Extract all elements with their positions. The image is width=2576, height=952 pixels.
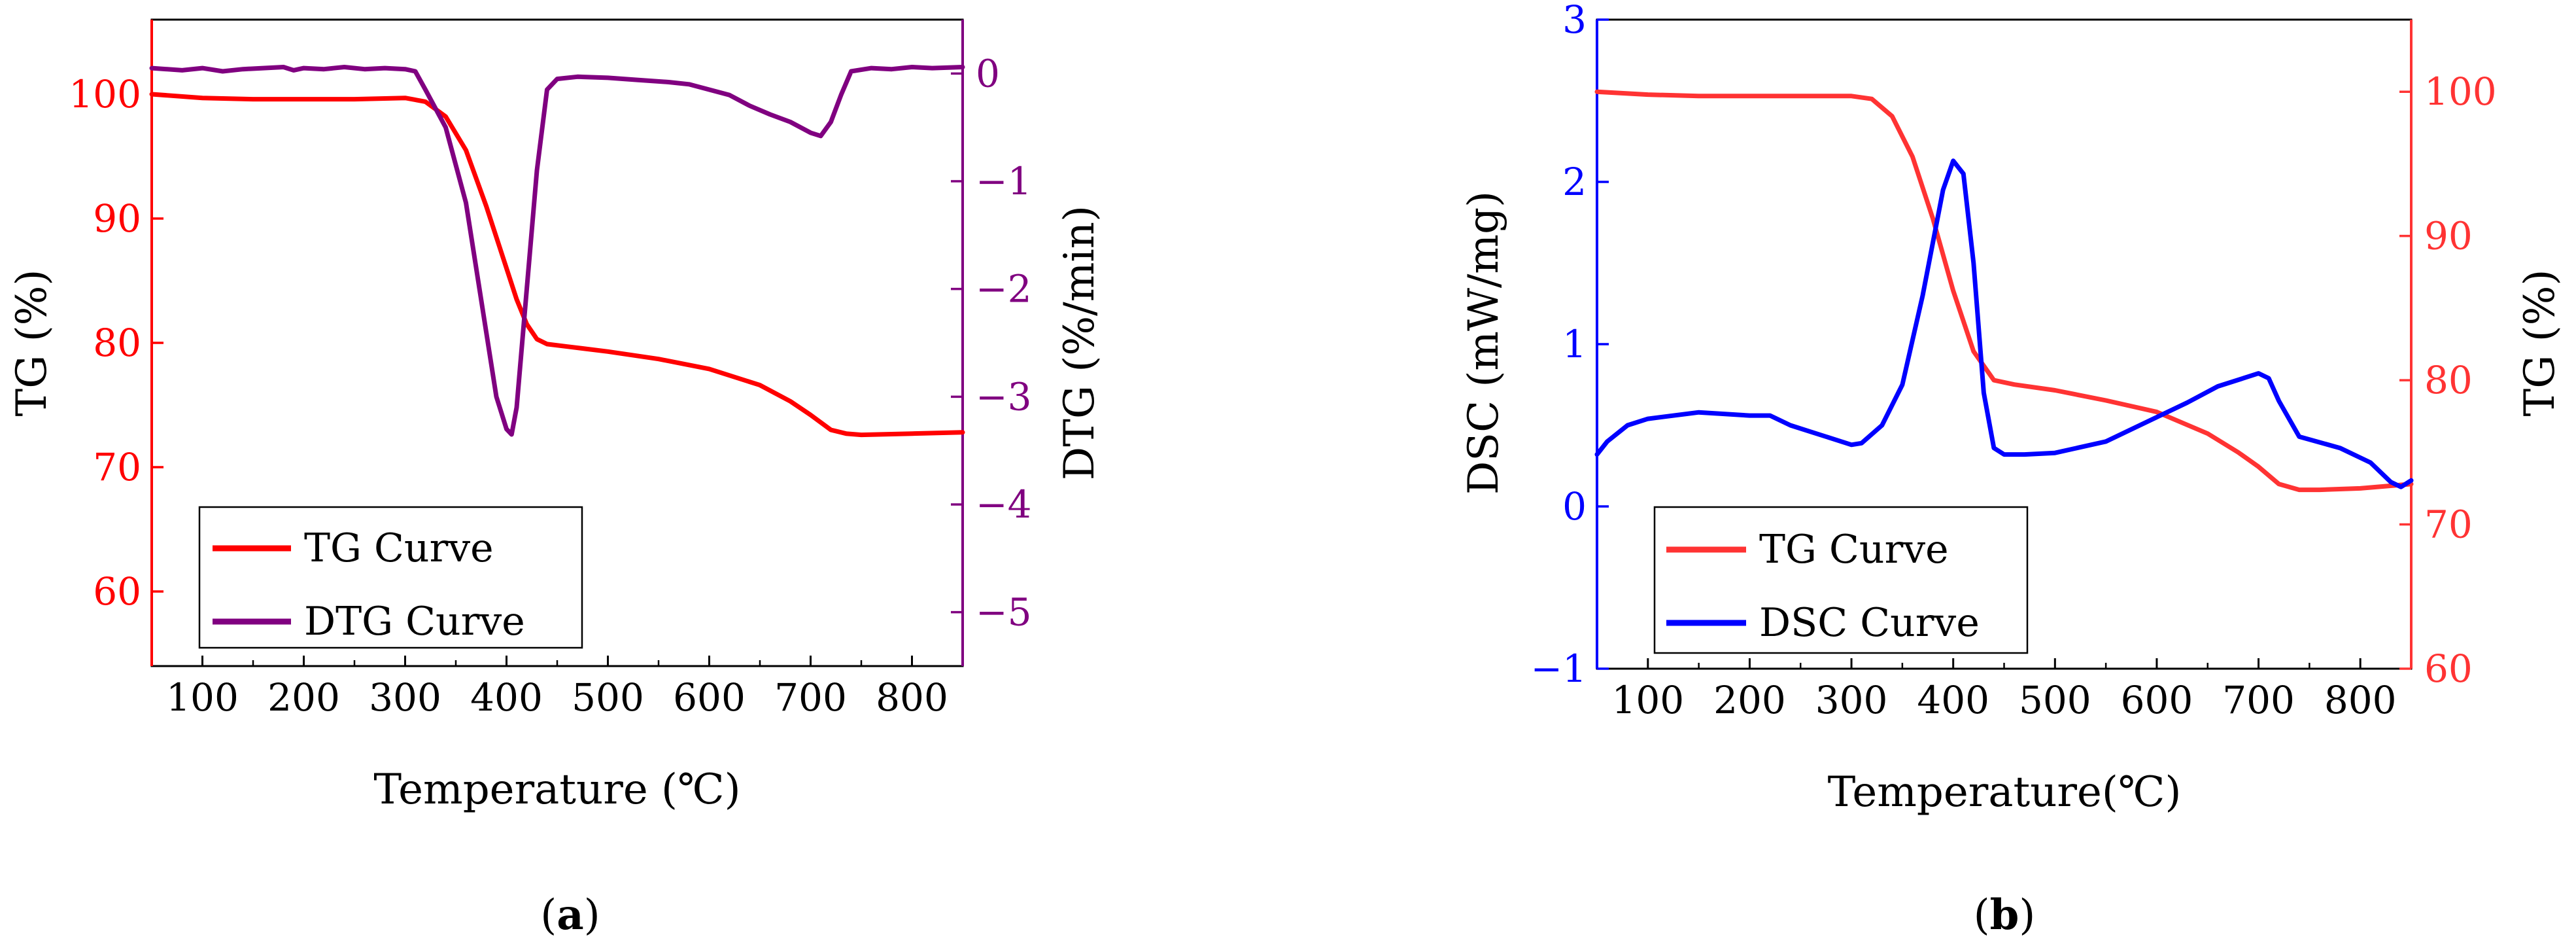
legend-box-b <box>1653 506 2029 654</box>
x-tick-label-b: 200 <box>1713 678 1786 722</box>
right-axis-a: 0 −1 −2 −3 −4 −5 <box>951 20 1032 666</box>
series-a <box>149 65 965 438</box>
left-tick-label-b: 0 <box>1562 484 1587 529</box>
x-tick-label-a: 200 <box>267 675 340 720</box>
legend-label-dsc-b: DSC Curve <box>1759 600 1980 646</box>
left-axis-b: −1 0 1 2 3 <box>1531 0 1609 691</box>
panel-label-a: (a) <box>540 890 600 940</box>
right-tick-label-a: 0 <box>976 51 1000 96</box>
panel-label-b: (b) <box>1974 890 2036 940</box>
left-tick-label-b: 3 <box>1562 0 1587 42</box>
series-b <box>1594 89 2414 493</box>
legend-label-tg-b: TG Curve <box>1759 527 1949 573</box>
x-tick-label-b: 100 <box>1611 678 1684 722</box>
x-tick-label-b: 600 <box>2121 678 2193 722</box>
x-tick-label-a: 400 <box>470 675 543 720</box>
right-axis-b: 60 70 80 90 100 <box>2399 20 2497 691</box>
right-tick-label-a: −1 <box>976 159 1032 203</box>
left-axis-title-a: TG (%) <box>8 270 56 417</box>
legend-a: TG Curve DTG Curve <box>198 506 583 649</box>
left-tick-label-a: 70 <box>93 445 141 489</box>
x-tick-label-a: 800 <box>876 675 948 720</box>
left-tick-label-b: 2 <box>1562 160 1587 204</box>
x-tick-label-a: 100 <box>166 675 239 720</box>
x-axis-a: 100 200 300 400 500 600 700 800 <box>166 656 948 720</box>
legend-label-dtg-a: DTG Curve <box>304 599 525 644</box>
right-tick-label-a: −3 <box>976 374 1032 419</box>
x-axis-b: 100 200 300 400 500 600 700 800 <box>1611 658 2397 722</box>
series-line-dtg-curve-a <box>149 65 965 437</box>
series-line-tg-curve-b <box>1594 89 2414 493</box>
legend-b: TG Curve DSC Curve <box>1653 506 2029 654</box>
right-tick-label-b: 90 <box>2424 214 2473 258</box>
right-tick-label-b: 80 <box>2424 358 2473 402</box>
right-tick-label-a: −2 <box>976 267 1032 311</box>
left-tick-label-a: 100 <box>69 72 141 116</box>
panel-b: 100 200 300 400 500 600 700 800 −1 0 1 2 3 60 70 80 90… <box>1460 0 2564 940</box>
right-tick-label-b: 60 <box>2424 646 2473 691</box>
left-axis-a: 60 70 80 90 100 <box>69 20 163 666</box>
panel-a: 100 200 300 400 500 600 700 800 60 70 80 90 100 0 −1… <box>8 18 1104 940</box>
right-tick-label-b: 70 <box>2424 502 2473 547</box>
x-tick-label-b: 800 <box>2324 678 2397 722</box>
left-axis-title-b: DSC (mW/mg) <box>1460 191 1508 495</box>
x-tick-label-b: 300 <box>1815 678 1888 722</box>
right-axis-title-a: DTG (%/min) <box>1056 205 1104 480</box>
series-line-dsc-curve-b <box>1594 158 2414 489</box>
left-tick-label-a: 80 <box>93 321 141 365</box>
right-tick-label-b: 100 <box>2424 69 2497 114</box>
left-tick-label-b: 1 <box>1562 322 1587 366</box>
right-axis-title-b: TG (%) <box>2516 270 2564 417</box>
x-tick-label-a: 500 <box>572 675 644 720</box>
x-axis-title-b: Temperature(℃) <box>1828 768 2182 817</box>
x-axis-title-a: Temperature (℃) <box>373 766 740 814</box>
series-line-tg-curve-a <box>149 92 965 438</box>
right-tick-label-a: −4 <box>976 482 1032 527</box>
legend-label-tg-a: TG Curve <box>304 525 494 571</box>
right-tick-label-a: −5 <box>976 590 1032 635</box>
x-tick-label-a: 300 <box>369 675 441 720</box>
left-tick-label-b: −1 <box>1531 646 1587 691</box>
left-tick-label-a: 60 <box>93 569 141 614</box>
x-tick-label-b: 700 <box>2222 678 2295 722</box>
x-tick-label-a: 600 <box>673 675 746 720</box>
x-tick-label-b: 400 <box>1917 678 1989 722</box>
x-tick-label-a: 700 <box>774 675 847 720</box>
left-tick-label-a: 90 <box>93 196 141 241</box>
x-tick-label-b: 500 <box>2019 678 2091 722</box>
